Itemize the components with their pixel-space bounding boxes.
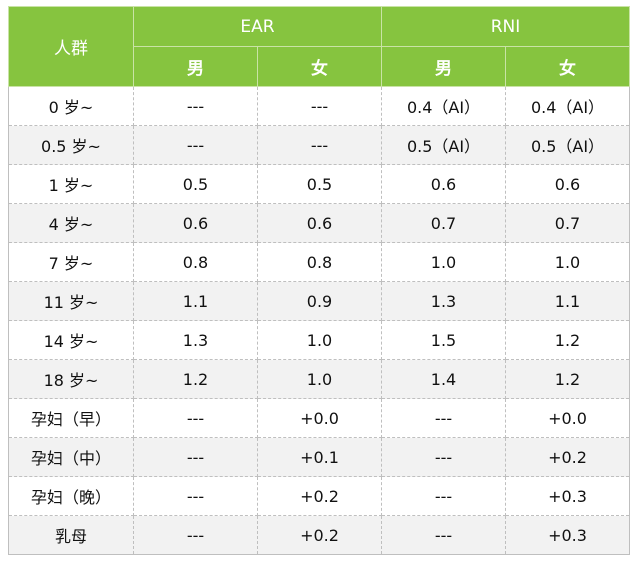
header-ear: EAR: [133, 6, 382, 47]
cell-ear-female: +0.0: [257, 398, 382, 438]
header-ear-female: 女: [257, 46, 382, 87]
cell-rni-female: +0.3: [504, 515, 631, 555]
cell-ear-male: ---: [133, 86, 258, 126]
cell-ear-male: 1.2: [133, 359, 258, 399]
cell-rni-female: +0.2: [504, 437, 631, 477]
cell-rni-female: 0.6: [504, 164, 631, 204]
cell-ear-male: 1.3: [133, 320, 258, 360]
cell-ear-female: +0.2: [257, 515, 382, 555]
cell-ear-female: ---: [257, 125, 382, 165]
cell-ear-male: ---: [133, 515, 258, 555]
cell-rni-male: 1.5: [381, 320, 506, 360]
cell-rni-male: 0.4（AI）: [381, 86, 506, 126]
table-row: 孕妇（中） --- +0.1 --- +0.2: [8, 437, 631, 477]
table-row: 孕妇（早） --- +0.0 --- +0.0: [8, 398, 631, 438]
table-row: 0.5 岁~ --- --- 0.5（AI） 0.5（AI）: [8, 125, 631, 165]
cell-rni-female: 1.0: [504, 242, 631, 282]
table-row: 乳母 --- +0.2 --- +0.3: [8, 515, 631, 555]
cell-ear-female: 1.0: [257, 320, 382, 360]
cell-ear-male: ---: [133, 437, 258, 477]
table-header: 人群 EAR RNI 男 女 男 女: [8, 6, 631, 87]
cell-ear-male: ---: [133, 476, 258, 516]
cell-ear-female: +0.1: [257, 437, 382, 477]
table-row: 18 岁~ 1.2 1.0 1.4 1.2: [8, 359, 631, 399]
header-rni-female: 女: [504, 46, 631, 87]
cell-rni-male: 1.0: [381, 242, 506, 282]
cell-rni-female: 1.2: [504, 359, 631, 399]
cell-rni-female: 0.5（AI）: [504, 125, 631, 165]
cell-population: 乳母: [8, 515, 134, 555]
cell-ear-female: 0.5: [257, 164, 382, 204]
cell-rni-female: 1.1: [504, 281, 631, 321]
cell-rni-female: +0.0: [504, 398, 631, 438]
header-rni: RNI: [380, 6, 631, 47]
cell-rni-male: 1.4: [381, 359, 506, 399]
cell-rni-male: 0.6: [381, 164, 506, 204]
cell-ear-female: 0.6: [257, 203, 382, 243]
cell-ear-male: ---: [133, 398, 258, 438]
cell-population: 孕妇（早）: [8, 398, 134, 438]
cell-ear-male: 1.1: [133, 281, 258, 321]
cell-population: 11 岁~: [8, 281, 134, 321]
cell-ear-male: 0.6: [133, 203, 258, 243]
cell-rni-female: +0.3: [504, 476, 631, 516]
cell-population: 0 岁~: [8, 86, 134, 126]
cell-rni-female: 1.2: [504, 320, 631, 360]
table-row: 7 岁~ 0.8 0.8 1.0 1.0: [8, 242, 631, 282]
cell-rni-female: 0.7: [504, 203, 631, 243]
cell-ear-female: 0.8: [257, 242, 382, 282]
cell-population: 1 岁~: [8, 164, 134, 204]
nutrient-reference-table: 人群 EAR RNI 男 女 男 女 0 岁~ --- --- 0.4（AI） 0.4（…: [8, 6, 631, 555]
cell-ear-male: 0.8: [133, 242, 258, 282]
cell-population: 孕妇（中）: [8, 437, 134, 477]
cell-rni-male: 0.5（AI）: [381, 125, 506, 165]
table-row: 孕妇（晚） --- +0.2 --- +0.3: [8, 476, 631, 516]
cell-population: 4 岁~: [8, 203, 134, 243]
header-ear-male: 男: [133, 46, 258, 87]
table-row: 1 岁~ 0.5 0.5 0.6 0.6: [8, 164, 631, 204]
cell-rni-male: 1.3: [381, 281, 506, 321]
cell-rni-male: ---: [381, 515, 506, 555]
table-row: 4 岁~ 0.6 0.6 0.7 0.7: [8, 203, 631, 243]
cell-ear-male: ---: [133, 125, 258, 165]
cell-rni-male: ---: [381, 437, 506, 477]
cell-ear-male: 0.5: [133, 164, 258, 204]
cell-rni-male: ---: [381, 398, 506, 438]
table-row: 0 岁~ --- --- 0.4（AI） 0.4（AI）: [8, 86, 631, 126]
cell-population: 孕妇（晚）: [8, 476, 134, 516]
cell-ear-female: 0.9: [257, 281, 382, 321]
cell-population: 18 岁~: [8, 359, 134, 399]
cell-rni-male: ---: [381, 476, 506, 516]
table-row: 11 岁~ 1.1 0.9 1.3 1.1: [8, 281, 631, 321]
table-row: 14 岁~ 1.3 1.0 1.5 1.2: [8, 320, 631, 360]
cell-ear-female: 1.0: [257, 359, 382, 399]
table-container: 人群 EAR RNI 男 女 男 女 0 岁~ --- --- 0.4（AI） 0.4（…: [8, 6, 631, 555]
cell-ear-female: +0.2: [257, 476, 382, 516]
cell-rni-male: 0.7: [381, 203, 506, 243]
cell-ear-female: ---: [257, 86, 382, 126]
header-rni-male: 男: [381, 46, 506, 87]
cell-population: 7 岁~: [8, 242, 134, 282]
cell-population: 0.5 岁~: [8, 125, 134, 165]
cell-population: 14 岁~: [8, 320, 134, 360]
header-population: 人群: [8, 6, 134, 87]
cell-rni-female: 0.4（AI）: [504, 86, 631, 126]
table-body: 0 岁~ --- --- 0.4（AI） 0.4（AI） 0.5 岁~ --- --- 0.5（…: [8, 86, 631, 555]
